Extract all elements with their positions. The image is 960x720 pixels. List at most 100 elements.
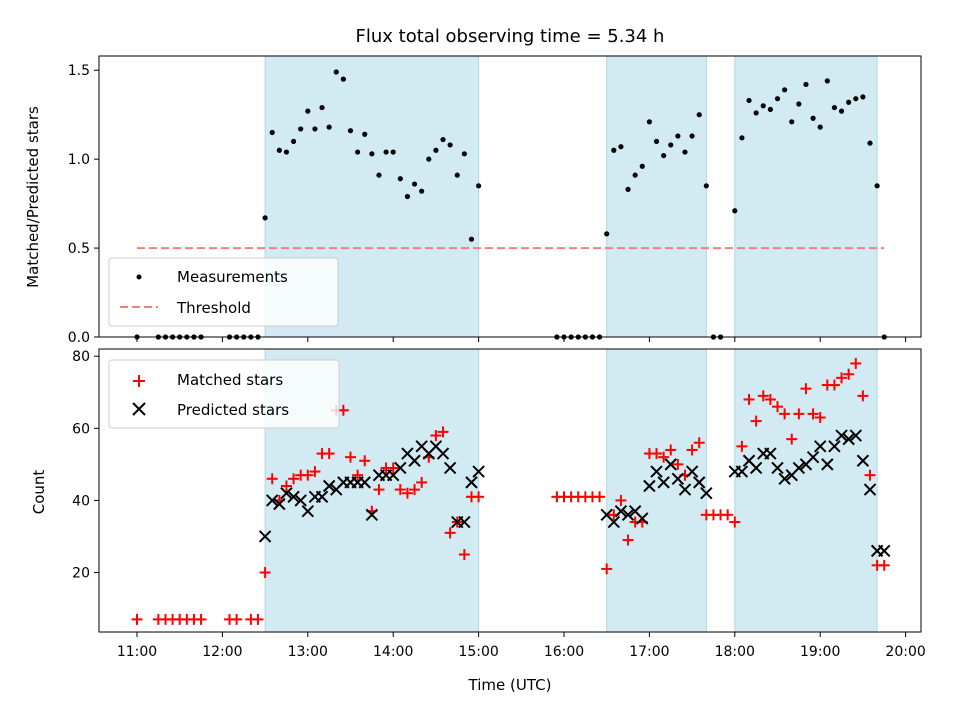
matched-star-point <box>444 527 456 539</box>
bottom-plot-frame <box>98 348 922 633</box>
matched-star-point <box>601 563 613 575</box>
measurement-point <box>604 231 610 237</box>
matched-star-point <box>729 516 741 528</box>
matched-star-point <box>651 448 663 460</box>
predicted-star-point <box>678 483 692 496</box>
measurement-point <box>646 119 653 125</box>
matched-star-point <box>323 448 335 460</box>
predicted-star-point <box>749 461 763 475</box>
matched-star-point <box>850 357 862 369</box>
predicted-star-point <box>764 447 777 460</box>
top-plot-frame <box>98 55 922 338</box>
bottom-y-tick-label: 20 <box>72 566 90 582</box>
top-y-axis-label: Matched/Predicted stars <box>24 106 42 288</box>
bottom-y-tick-label: 40 <box>72 493 90 509</box>
matched-star-point <box>786 433 798 445</box>
measurement-point <box>632 172 638 178</box>
matched-star-point <box>416 476 428 488</box>
predicted-star-point <box>685 465 699 478</box>
x-tick-label: 17:00 <box>629 644 669 660</box>
predicted-stars-points <box>258 429 891 558</box>
matched-star-point <box>288 473 300 485</box>
measurement-point <box>383 149 389 155</box>
measurement-point <box>305 108 311 114</box>
matched-star-point <box>764 393 776 405</box>
predicted-star-point <box>280 486 293 500</box>
predicted-star-point <box>700 486 713 500</box>
top-y-tick-label: 1.5 <box>68 63 90 79</box>
measurement-point <box>319 104 325 111</box>
matched-star-point <box>686 444 698 456</box>
predicted-star-point <box>472 465 485 478</box>
measurement-point <box>625 186 631 192</box>
measurement-point <box>397 176 403 182</box>
matched-star-point <box>750 415 762 427</box>
bottom-legend: Matched stars Predicted stars <box>108 359 340 429</box>
matched-star-point <box>615 494 627 506</box>
measurement-point <box>276 147 282 153</box>
matched-star-point <box>473 491 485 503</box>
measurement-point <box>668 142 674 148</box>
measurement-point <box>355 149 361 155</box>
measurement-point <box>817 124 823 130</box>
predicted-star-point <box>636 512 649 525</box>
matched-star-point <box>373 484 385 496</box>
measurement-point <box>262 215 268 221</box>
measurement-point <box>419 188 425 194</box>
measurement-point <box>796 101 802 107</box>
measurement-point <box>433 147 439 153</box>
measurement-point <box>411 181 418 187</box>
measurement-point <box>661 152 667 159</box>
matched-star-point <box>864 469 876 481</box>
predicted-star-point <box>835 429 848 442</box>
predicted-star-point <box>863 483 877 496</box>
predicted-star-point <box>842 432 855 446</box>
predicted-star-point <box>458 515 471 529</box>
legend-matched-marker <box>133 375 145 387</box>
measurement-point <box>874 183 880 189</box>
legend-predicted-label: Predicted stars <box>177 401 289 419</box>
measurement-point <box>333 69 339 75</box>
predicted-star-point <box>273 497 286 511</box>
predicted-star-point <box>294 494 307 507</box>
matched-star-point <box>878 559 890 571</box>
matched-star-point <box>195 613 207 625</box>
predicted-star-point <box>614 505 628 518</box>
bottom-y-tick-label: 80 <box>72 349 90 365</box>
measurement-point <box>618 144 624 150</box>
predicted-star-point <box>301 505 315 518</box>
predicted-star-point <box>650 465 663 478</box>
matched-stars-points <box>131 357 890 625</box>
measurement-point <box>298 126 304 132</box>
predicted-star-point <box>621 508 635 522</box>
matched-star-point <box>352 469 364 481</box>
x-tick-label: 18:00 <box>715 644 755 660</box>
chart-title: Flux total observing time = 5.34 h <box>356 26 665 47</box>
matched-star-point <box>252 613 264 625</box>
matched-star-point <box>309 466 321 478</box>
measurement-point <box>340 76 346 82</box>
matched-star-point <box>401 487 413 499</box>
predicted-star-point <box>607 515 621 529</box>
matched-star-point <box>757 390 769 402</box>
measurement-point <box>689 133 695 139</box>
measurement-point <box>376 172 382 178</box>
predicted-star-point <box>394 461 407 475</box>
matched-star-point <box>836 372 848 384</box>
top-panel: 0.0 0.5 1.0 1.5 Matched/Predicted stars Mea… <box>24 55 922 346</box>
measurement-point <box>760 103 766 109</box>
measurement-point <box>824 78 830 84</box>
matched-star-point <box>266 473 278 485</box>
measurement-point <box>767 106 773 112</box>
measurement-point <box>774 96 781 102</box>
x-tick-label: 14:00 <box>373 644 413 660</box>
matched-star-point <box>779 408 791 420</box>
predicted-star-point <box>735 465 749 478</box>
bottom-y-axis: 20 40 60 80 <box>72 349 99 582</box>
matched-star-point <box>793 408 805 420</box>
x-tick-label: 20:00 <box>885 644 925 660</box>
predicted-star-point <box>643 479 656 493</box>
matched-star-point <box>857 390 869 402</box>
matched-star-point <box>800 383 812 395</box>
